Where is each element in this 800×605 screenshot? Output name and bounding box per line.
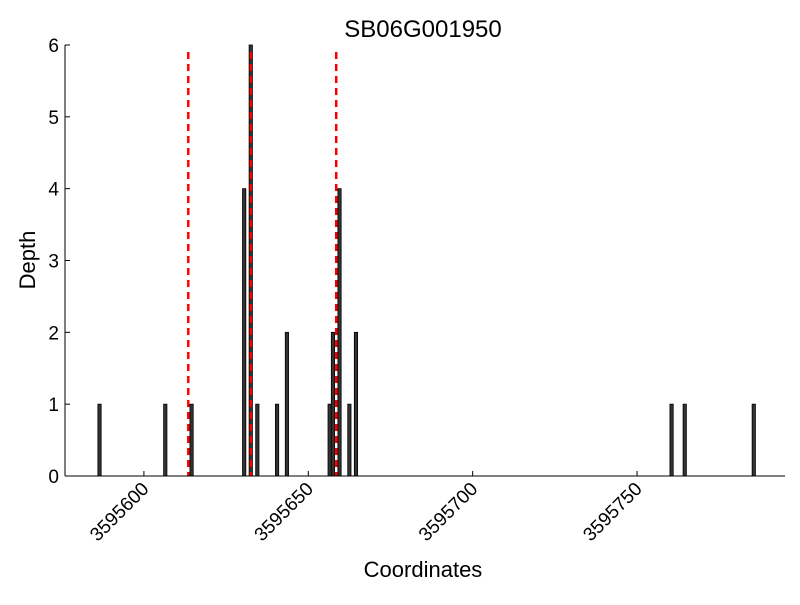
bar xyxy=(284,331,289,477)
x-axis-label: Coordinates xyxy=(364,557,483,582)
x-tick-label: 3595750 xyxy=(579,479,646,546)
bar xyxy=(682,403,687,477)
y-axis-label: Depth xyxy=(15,231,40,290)
y-tick-label: 4 xyxy=(48,180,59,201)
bar xyxy=(189,403,194,477)
bar xyxy=(275,403,280,477)
bar xyxy=(327,403,332,477)
bar xyxy=(255,403,260,477)
bar xyxy=(751,403,756,477)
bar xyxy=(347,403,352,477)
bar xyxy=(163,403,168,477)
y-tick-label: 6 xyxy=(48,36,59,57)
bar xyxy=(337,188,342,477)
bar xyxy=(97,403,102,477)
bar xyxy=(353,331,359,477)
x-tick-label: 3595600 xyxy=(86,479,153,546)
x-tick-label: 3595700 xyxy=(415,479,482,546)
y-tick-label: 2 xyxy=(48,323,59,344)
y-tick-label: 3 xyxy=(48,252,59,273)
y-tick-label: 5 xyxy=(48,108,59,129)
bar xyxy=(242,188,247,477)
y-tick-label: 1 xyxy=(48,395,59,416)
bar xyxy=(330,331,335,477)
x-tick-label: 3595650 xyxy=(251,479,318,546)
chart-title: SB06G001950 xyxy=(344,16,501,43)
bar xyxy=(669,403,674,477)
y-tick-label: 0 xyxy=(48,467,59,488)
